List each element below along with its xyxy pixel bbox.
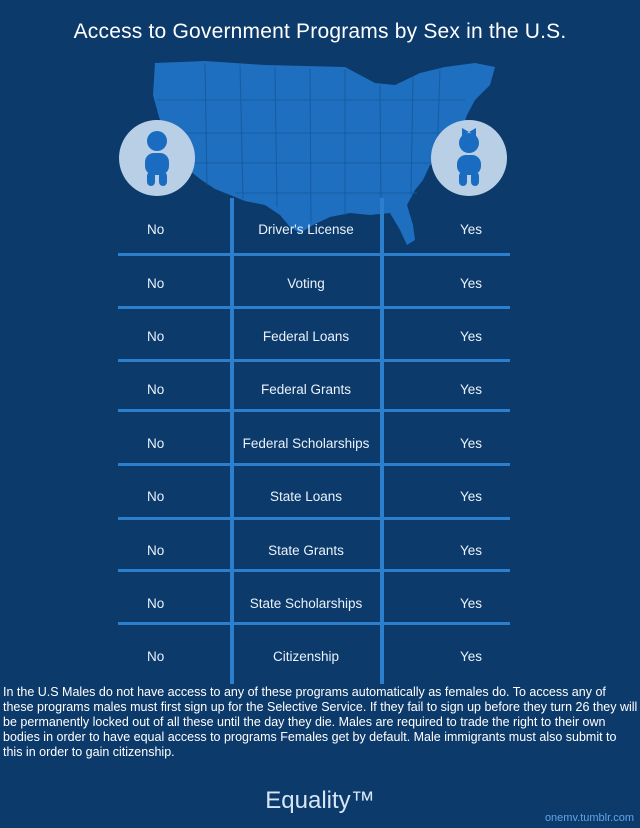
female-access-cell: Yes xyxy=(460,222,483,237)
program-name-cell: State Loans xyxy=(269,489,343,504)
table-row: No State Grants Yes xyxy=(0,543,640,567)
female-access-cell: Yes xyxy=(460,436,483,451)
row-separator xyxy=(118,517,510,520)
female-access-cell: Yes xyxy=(460,596,483,611)
program-name-cell: Federal Scholarships xyxy=(242,436,370,451)
female-access-cell: Yes xyxy=(460,543,483,558)
male-person-icon xyxy=(119,120,195,196)
program-name-cell: Citizenship xyxy=(272,649,340,664)
program-name-cell: Voting xyxy=(287,276,325,291)
row-separator xyxy=(118,409,510,412)
row-separator xyxy=(118,253,510,256)
female-access-cell: Yes xyxy=(460,329,483,344)
table-row: No Federal Scholarships Yes xyxy=(0,436,640,460)
male-access-cell: No xyxy=(147,649,165,664)
table-row: No Federal Loans Yes xyxy=(0,329,640,353)
female-person-icon xyxy=(431,120,507,196)
table-row: No Citizenship Yes xyxy=(0,649,640,673)
male-access-cell: No xyxy=(147,222,165,237)
table-row: No Federal Grants Yes xyxy=(0,382,640,406)
program-name-cell: State Grants xyxy=(268,543,344,558)
table-row: No Voting Yes xyxy=(0,276,640,300)
program-name-cell: State Scholarships xyxy=(249,596,363,611)
table-row: No State Loans Yes xyxy=(0,489,640,513)
female-access-cell: Yes xyxy=(460,489,483,504)
row-separator xyxy=(118,622,510,625)
program-name-cell: Federal Grants xyxy=(260,382,352,397)
table-row: No State Scholarships Yes xyxy=(0,596,640,620)
female-access-cell: Yes xyxy=(460,276,483,291)
row-separator xyxy=(118,569,510,572)
program-name-cell: Driver's License xyxy=(258,222,354,237)
program-name-cell: Federal Loans xyxy=(262,329,350,344)
page-title: Access to Government Programs by Sex in … xyxy=(73,20,567,43)
male-access-cell: No xyxy=(147,382,165,397)
female-access-cell: Yes xyxy=(460,382,483,397)
male-access-cell: No xyxy=(147,596,165,611)
row-separator xyxy=(118,463,510,466)
us-map xyxy=(153,61,495,245)
row-separator xyxy=(118,306,510,309)
male-access-cell: No xyxy=(147,329,165,344)
source-credit: onemv.tumblr.com xyxy=(544,812,634,824)
slogan: Equality™ xyxy=(265,787,375,814)
row-separator xyxy=(118,359,510,362)
male-access-cell: No xyxy=(147,436,165,451)
female-access-cell: Yes xyxy=(460,649,483,664)
male-access-cell: No xyxy=(147,276,165,291)
table-row: No Driver's License Yes xyxy=(0,222,640,246)
explanatory-footnote: In the U.S Males do not have access to a… xyxy=(3,685,638,759)
male-access-cell: No xyxy=(147,489,165,504)
male-access-cell: No xyxy=(147,543,165,558)
